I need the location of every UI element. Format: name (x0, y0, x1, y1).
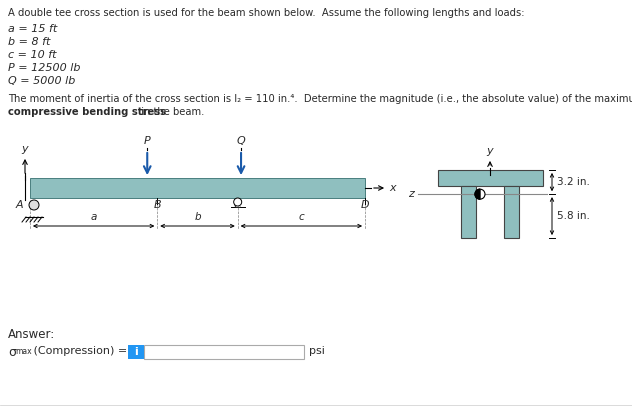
Bar (144, 345, 304, 359)
Text: in the beam.: in the beam. (138, 107, 204, 117)
Text: A: A (16, 200, 23, 210)
Text: b: b (194, 212, 201, 222)
Text: Q: Q (236, 136, 245, 146)
Text: (Compression) =: (Compression) = (30, 346, 131, 356)
Text: z: z (408, 189, 414, 199)
Text: σ: σ (8, 346, 16, 359)
Text: 5.8 in.: 5.8 in. (557, 211, 590, 221)
Text: c: c (298, 212, 304, 222)
Text: a = 15 ft: a = 15 ft (8, 24, 58, 34)
Text: b = 8 ft: b = 8 ft (8, 37, 51, 47)
Text: Q = 5000 lb: Q = 5000 lb (8, 76, 75, 86)
Text: c = 10 ft: c = 10 ft (8, 50, 56, 60)
Bar (30, 178, 365, 198)
Text: a: a (90, 212, 97, 222)
Text: P = 12500 lb: P = 12500 lb (8, 63, 80, 73)
Text: 3.2 in.: 3.2 in. (557, 177, 590, 187)
Text: y: y (21, 144, 28, 154)
Bar (504, 186, 519, 238)
Bar (438, 170, 543, 186)
Text: A double tee cross section is used for the beam shown below.  Assume the followi: A double tee cross section is used for t… (8, 8, 525, 18)
Circle shape (234, 198, 241, 206)
Text: psi: psi (309, 346, 325, 356)
Text: max: max (15, 347, 32, 356)
Text: D: D (361, 200, 369, 210)
Text: P: P (144, 136, 150, 146)
Text: x: x (389, 183, 396, 193)
Text: i: i (134, 347, 138, 357)
Text: The moment of inertia of the cross section is I₂ = 110 in.⁴.  Determine the magn: The moment of inertia of the cross secti… (8, 94, 632, 104)
Bar (128, 345, 144, 359)
Text: Answer:: Answer: (8, 328, 55, 341)
Text: B: B (154, 200, 161, 210)
Wedge shape (475, 189, 480, 199)
Circle shape (475, 189, 485, 199)
Circle shape (29, 200, 39, 210)
Bar (461, 186, 476, 238)
Text: C: C (234, 200, 241, 210)
Text: compressive bending stress: compressive bending stress (8, 107, 166, 117)
Text: y: y (487, 146, 494, 156)
